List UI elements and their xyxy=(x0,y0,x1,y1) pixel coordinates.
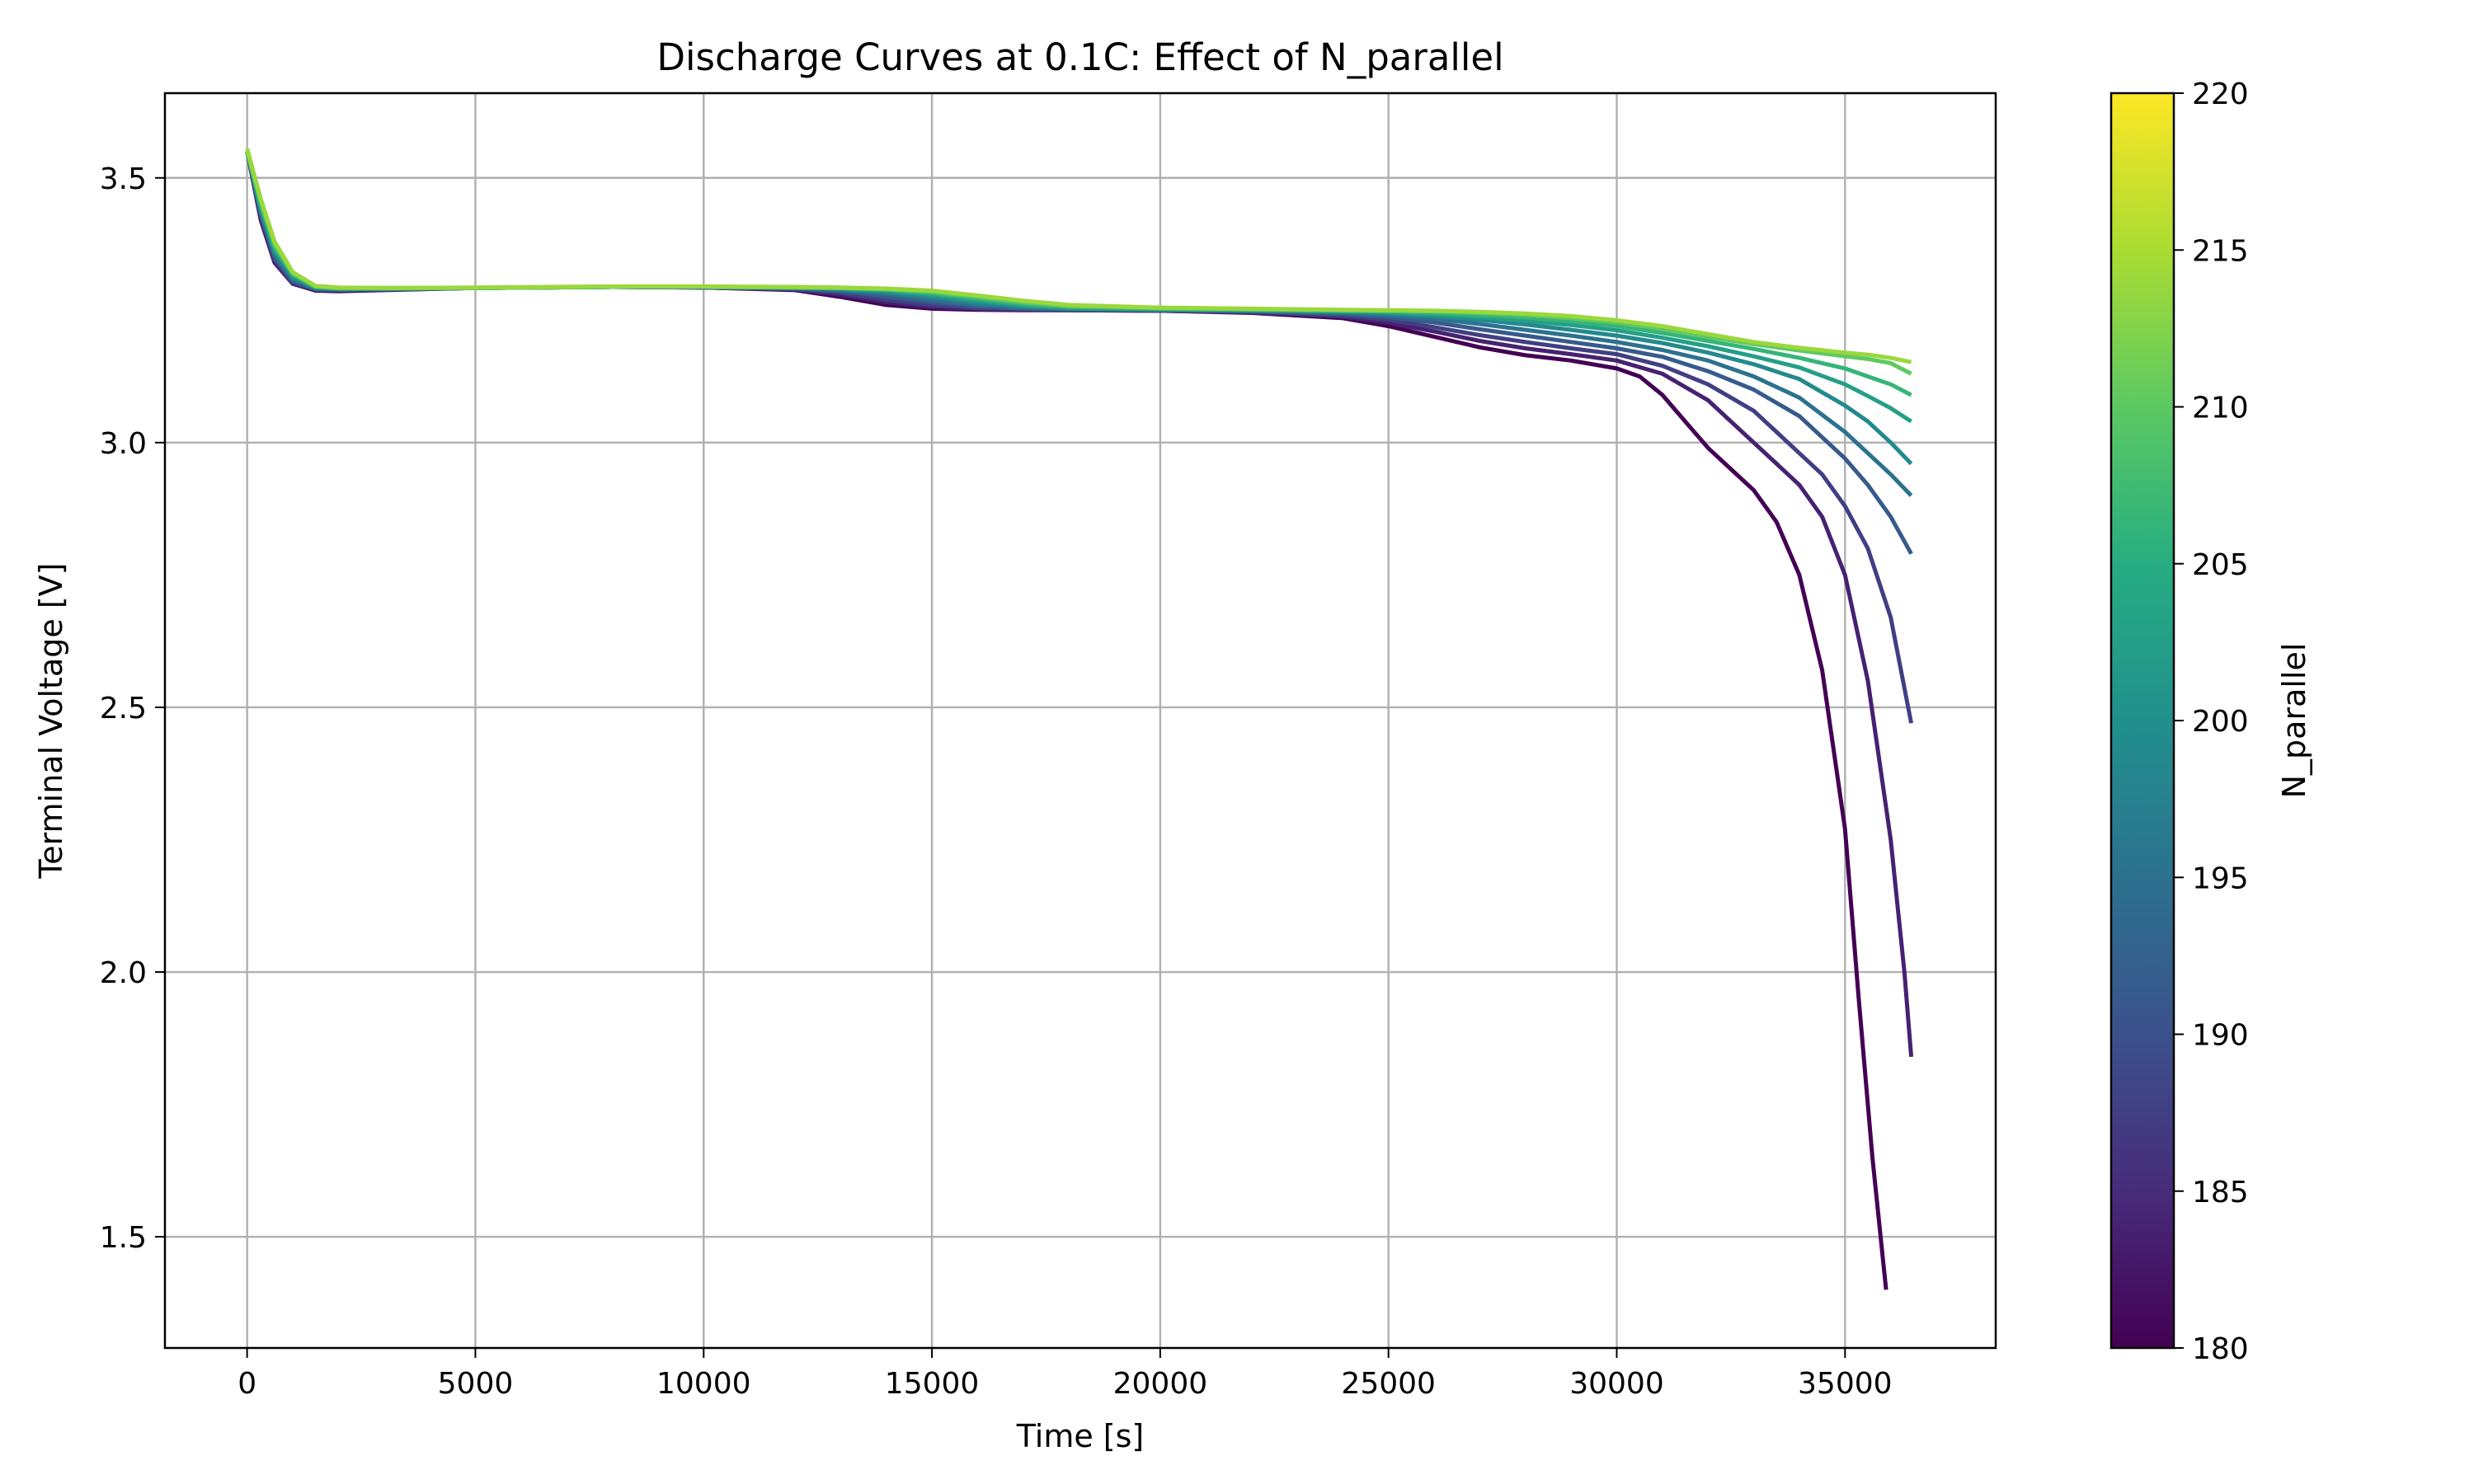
y-axis-label: Terminal Voltage [V] xyxy=(33,563,69,880)
chart-title: Discharge Curves at 0.1C: Effect of N_pa… xyxy=(656,35,1503,79)
y-tick-label: 2.0 xyxy=(100,956,147,990)
x-tick-label: 0 xyxy=(238,1367,256,1401)
x-tick-label: 30000 xyxy=(1569,1367,1664,1401)
colorbar-tick-label: 185 xyxy=(2192,1176,2249,1209)
x-tick-label: 15000 xyxy=(885,1367,980,1401)
colorbar-ticks: 180 185 190 195 200 205 210 215 220 xyxy=(2174,77,2249,1366)
y-tick-label: 3.5 xyxy=(100,162,147,196)
colorbar-tick-label: 180 xyxy=(2192,1332,2249,1366)
x-tick-label: 35000 xyxy=(1798,1367,1893,1401)
colorbar-tick-label: 195 xyxy=(2192,862,2249,895)
colorbar-tick-label: 210 xyxy=(2192,392,2249,425)
y-tick-label: 2.5 xyxy=(100,692,147,726)
series-group xyxy=(245,148,1914,1290)
y-tick-label: 3.0 xyxy=(100,427,147,461)
colorbar xyxy=(2109,92,2175,1350)
colorbar-tick-label: 205 xyxy=(2192,548,2249,582)
plot-frame xyxy=(163,92,1997,1350)
y-tick-label: 1.5 xyxy=(100,1221,147,1255)
x-tick-label: 20000 xyxy=(1113,1367,1208,1401)
colorbar-tick-label: 220 xyxy=(2192,77,2249,111)
y-axis: 1.5 2.0 2.5 3.0 3.5 xyxy=(100,162,165,1255)
x-axis: 0 5000 10000 15000 20000 25000 30000 35000 xyxy=(238,1348,1893,1401)
x-axis-label: Time [s] xyxy=(1016,1418,1145,1454)
x-tick-label: 10000 xyxy=(656,1367,751,1401)
colorbar-tick-label: 200 xyxy=(2192,705,2249,739)
colorbar-tick-label: 215 xyxy=(2192,234,2249,268)
x-tick-label: 25000 xyxy=(1341,1367,1436,1401)
colorbar-label: N_parallel xyxy=(2276,643,2312,799)
series-line-9 xyxy=(245,148,1912,364)
colorbar-tick-label: 190 xyxy=(2192,1019,2249,1053)
grid xyxy=(165,93,1996,1348)
x-tick-label: 5000 xyxy=(438,1367,514,1401)
